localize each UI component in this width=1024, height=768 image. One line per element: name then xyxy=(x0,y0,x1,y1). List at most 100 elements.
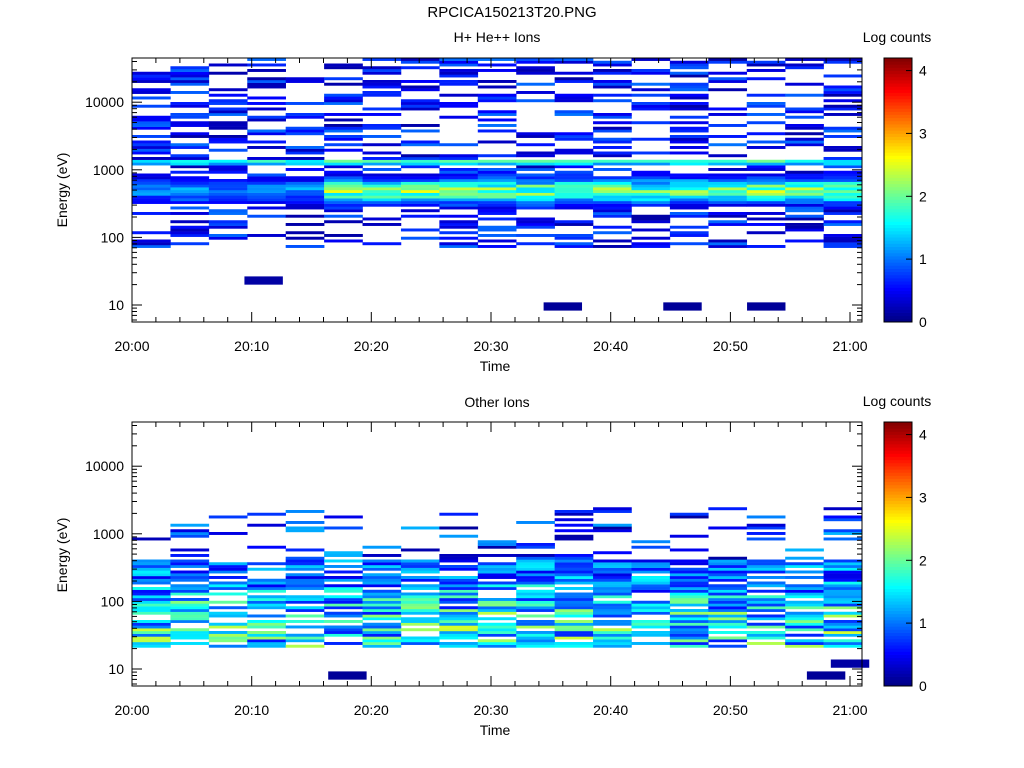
heatmap-cell xyxy=(439,58,479,61)
colorbar-swatch xyxy=(884,472,912,476)
heatmap-cell xyxy=(324,195,363,199)
heatmap-cell xyxy=(823,576,863,579)
heatmap-cell xyxy=(324,99,363,103)
heatmap-cell xyxy=(208,562,248,566)
heatmap-cell xyxy=(708,603,748,607)
heatmap-cell xyxy=(362,562,402,566)
heatmap-cell xyxy=(516,165,555,169)
heatmap-cell xyxy=(362,554,402,557)
heatmap-cell xyxy=(708,611,748,615)
heatmap-cell xyxy=(669,96,709,100)
heatmap-cell xyxy=(593,209,632,213)
heatmap-cell xyxy=(132,157,171,160)
heatmap-cell xyxy=(285,162,325,166)
heatmap-cell xyxy=(324,201,363,204)
heatmap-cell xyxy=(324,526,363,530)
heatmap-cell xyxy=(132,181,171,185)
heatmap-cell xyxy=(746,121,786,125)
heatmap-cell xyxy=(516,589,555,593)
heatmap-cell xyxy=(477,129,517,133)
heatmap-cell xyxy=(170,532,210,535)
colorbar-swatch xyxy=(884,494,912,498)
panel-title: Other Ions xyxy=(464,394,529,410)
x-tick-label: 20:40 xyxy=(593,338,628,354)
heatmap-cell xyxy=(362,242,402,246)
heatmap-cell xyxy=(554,195,594,199)
heatmap-cell xyxy=(746,631,786,634)
heatmap-cell xyxy=(631,584,671,588)
colorbar-swatch xyxy=(884,234,912,238)
heatmap-cell xyxy=(516,545,555,549)
heatmap-cell xyxy=(516,190,555,193)
heatmap-cell xyxy=(362,614,402,618)
heatmap-cell xyxy=(593,584,632,588)
heatmap-cell xyxy=(132,611,171,615)
colorbar-swatch xyxy=(884,525,912,530)
heatmap-cell xyxy=(208,581,248,585)
heatmap-cell xyxy=(362,173,402,177)
heatmap-cell xyxy=(400,88,440,92)
heatmap-cell xyxy=(746,614,786,618)
heatmap-cell xyxy=(593,60,632,64)
heatmap-cell xyxy=(554,625,594,629)
heatmap-cell xyxy=(554,576,594,579)
heatmap-cell xyxy=(593,600,632,604)
heatmap-cell xyxy=(477,159,517,163)
heatmap-cell xyxy=(170,603,210,607)
heatmap-cell xyxy=(746,176,786,180)
heatmap-cell xyxy=(554,611,594,615)
heatmap-cell xyxy=(823,60,863,64)
colorbar-swatch xyxy=(884,252,912,257)
heatmap-cell xyxy=(170,146,210,149)
heatmap-cell xyxy=(132,603,171,607)
heatmap-cell xyxy=(362,617,402,621)
heatmap-cell xyxy=(516,220,555,224)
heatmap-cell xyxy=(785,187,824,191)
colorbar-swatch xyxy=(884,563,912,567)
heatmap-cell xyxy=(324,214,363,218)
colorbar-tick-label: 0 xyxy=(919,314,927,330)
heatmap-cell xyxy=(439,617,479,621)
heatmap-cell xyxy=(400,102,440,105)
heatmap-cell xyxy=(439,71,479,75)
heatmap-cell xyxy=(785,201,824,204)
heatmap-cell xyxy=(285,595,325,599)
heatmap-cell xyxy=(746,625,786,629)
heatmap-cell xyxy=(785,107,824,111)
heatmap-cell xyxy=(785,587,824,590)
heatmap-cell xyxy=(324,192,363,196)
heatmap-cell xyxy=(708,573,748,577)
heatmap-cell xyxy=(132,592,171,596)
heatmap-cell xyxy=(285,559,325,563)
colorbar-swatch xyxy=(884,434,912,439)
heatmap-cell xyxy=(631,236,671,240)
x-axis-label: Time xyxy=(480,358,511,374)
heatmap-cell xyxy=(593,567,632,571)
heatmap-cell xyxy=(247,181,286,185)
heatmap-cell xyxy=(170,225,210,229)
colorbar-swatch xyxy=(884,484,912,489)
heatmap-cell xyxy=(477,603,517,607)
heatmap-cell xyxy=(247,631,286,634)
heatmap-cell xyxy=(208,148,248,152)
heatmap-cell xyxy=(823,598,863,601)
heatmap-cell xyxy=(285,168,325,171)
colorbar-swatch xyxy=(884,576,912,580)
colorbar-swatch xyxy=(884,274,912,279)
heatmap-cell xyxy=(170,201,210,204)
heatmap-cell xyxy=(400,192,440,196)
heatmap-cell xyxy=(516,71,555,75)
heatmap-cell xyxy=(477,625,517,629)
heatmap-cell xyxy=(477,181,517,185)
heatmap-cell xyxy=(823,173,863,177)
colorbar-tick-label: 4 xyxy=(919,427,927,443)
heatmap-cell xyxy=(593,633,632,637)
heatmap-cell xyxy=(132,625,171,629)
heatmap-cell xyxy=(516,639,555,643)
heatmap-cell xyxy=(247,545,286,549)
heatmap-cell xyxy=(746,570,786,574)
heatmap-cell xyxy=(554,201,594,204)
heatmap-cell xyxy=(554,592,594,596)
heatmap-cell xyxy=(746,231,786,235)
heatmap-cell xyxy=(669,206,709,210)
